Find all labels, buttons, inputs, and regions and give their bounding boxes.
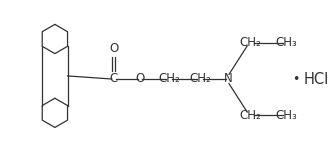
Text: CH₂: CH₂ bbox=[189, 73, 211, 85]
Text: HCl: HCl bbox=[303, 72, 328, 86]
Text: CH₂: CH₂ bbox=[240, 109, 261, 122]
Text: O: O bbox=[135, 73, 144, 85]
Text: C: C bbox=[110, 73, 118, 85]
Text: CH₂: CH₂ bbox=[240, 36, 261, 49]
Text: N: N bbox=[223, 73, 232, 85]
Text: CH₃: CH₃ bbox=[276, 109, 297, 122]
Text: CH₂: CH₂ bbox=[158, 73, 180, 85]
Text: CH₃: CH₃ bbox=[276, 36, 297, 49]
Text: •: • bbox=[292, 73, 300, 85]
Text: O: O bbox=[109, 42, 118, 55]
